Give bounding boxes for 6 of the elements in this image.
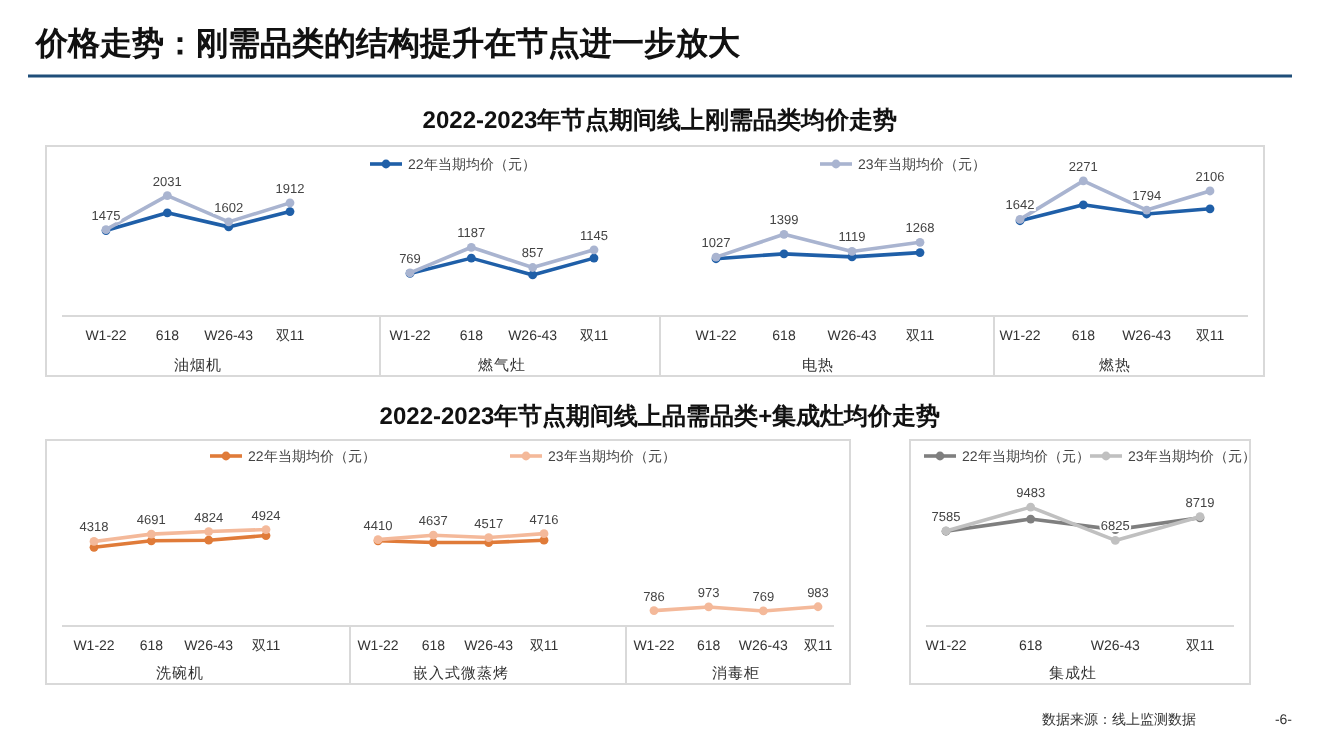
point [1026,502,1036,512]
point [1026,514,1036,524]
chart-title: 价格走势：刚需品类的结构提升在节点进一步放大 [34,26,742,62]
point [1110,536,1120,545]
chart-title: 2022-2023年节点期间线上品需品类+集成灶均价走势 [379,402,941,430]
chart-subtitle: 2022-2023年节点期间线上刚需品类均价走势 [422,106,898,134]
